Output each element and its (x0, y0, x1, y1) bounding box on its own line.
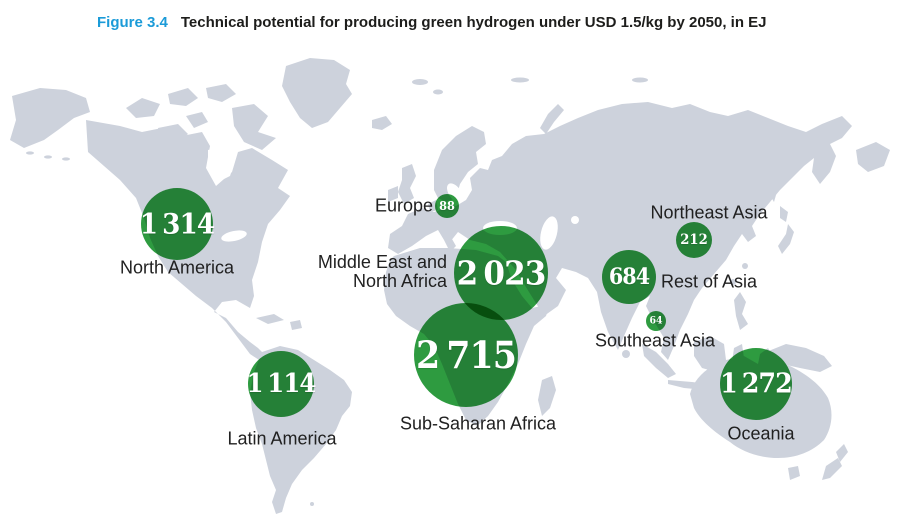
map-great-britain (398, 164, 416, 204)
map-aleutians (44, 155, 52, 159)
map-new-zealand (822, 458, 842, 480)
bubble-northeast-asia (676, 222, 712, 258)
label-north-america: North America (119, 257, 235, 278)
map-scandinavia (434, 126, 486, 202)
bubble-north-america (141, 188, 213, 260)
map-borneo (694, 336, 726, 372)
map-iceland (372, 116, 392, 130)
map-greenland (282, 58, 352, 128)
map-arctic-islands (168, 88, 198, 106)
map-great-lakes (221, 230, 247, 242)
map-madagascar (538, 376, 556, 416)
map-svalbard (412, 79, 428, 85)
map-falkland-islands (310, 502, 314, 506)
value-middle-east-north-africa: 2 023 (456, 253, 547, 293)
map-aral-sea (571, 216, 579, 224)
map-victoria-island (158, 124, 188, 144)
value-sub-saharan-africa: 2 715 (415, 333, 517, 377)
value-latin-america: 1 114 (246, 369, 317, 399)
map-novaya-zemlya (540, 104, 564, 134)
label-sub-saharan-africa: Sub-Saharan Africa (399, 413, 557, 434)
map-ireland (388, 186, 398, 202)
value-north-america: 1 314 (139, 207, 216, 241)
value-rest-of-asia: 684 (608, 264, 650, 290)
map-philippines (734, 292, 748, 330)
map-japan (780, 206, 788, 222)
map-arctic-islands (206, 84, 236, 102)
map-new-guinea (766, 344, 832, 372)
map-arctic-islands (632, 77, 648, 83)
label-latin-america: Latin America (227, 428, 337, 449)
bubble-latin-america (248, 351, 314, 417)
map-bering-land (856, 142, 890, 172)
map-tasmania (788, 466, 800, 480)
map-sakhalin (768, 176, 778, 202)
map-hudson-bay (208, 146, 236, 182)
bubble-southeast-asia (646, 311, 666, 331)
bubble-rest-of-asia (602, 250, 656, 304)
label-southeast-asia: Southeast Asia (594, 330, 716, 351)
map-hispaniola (290, 320, 302, 330)
map-hainan (730, 279, 736, 285)
value-europe: 88 (439, 199, 455, 213)
map-arctic-islands (186, 112, 208, 128)
map-eurasia (388, 102, 852, 360)
figure-caption: Technical potential for producing green … (180, 14, 767, 31)
label-rest-of-asia: Rest of Asia (661, 271, 758, 292)
value-oceania: 1 272 (720, 368, 793, 400)
map-alaska (10, 88, 90, 148)
map-aleutians (26, 151, 34, 155)
bubble-sub-saharan-africa (414, 303, 518, 407)
label-europe: Europe (374, 195, 433, 216)
map-sumatra (642, 344, 676, 378)
map-japan (778, 224, 794, 254)
map-svalbard (433, 89, 443, 95)
map-cuba (256, 314, 284, 324)
map-sri-lanka (622, 350, 630, 358)
map-aleutians (62, 157, 70, 161)
figure-number: Figure 3.4 (97, 14, 168, 31)
map-franz-josef-land (511, 77, 529, 83)
value-northeast-asia: 212 (680, 232, 708, 248)
bubble-europe (435, 194, 459, 218)
label-middle-east-north-africa: Middle East and North Africa (317, 252, 447, 291)
map-arctic-islands (126, 98, 160, 118)
value-southeast-asia: 64 (649, 315, 663, 327)
label-oceania: Oceania (727, 423, 795, 444)
label-northeast-asia: Northeast Asia (650, 202, 768, 223)
figure-title: Figure 3.4 Technical potential for produ… (97, 14, 767, 31)
map-new-zealand (836, 444, 848, 462)
bubble-oceania (720, 348, 792, 420)
map-caspian-sea (540, 216, 558, 250)
map-taiwan (742, 263, 748, 269)
map-baffin-island (232, 104, 276, 150)
map-baltic-sea (447, 183, 463, 203)
